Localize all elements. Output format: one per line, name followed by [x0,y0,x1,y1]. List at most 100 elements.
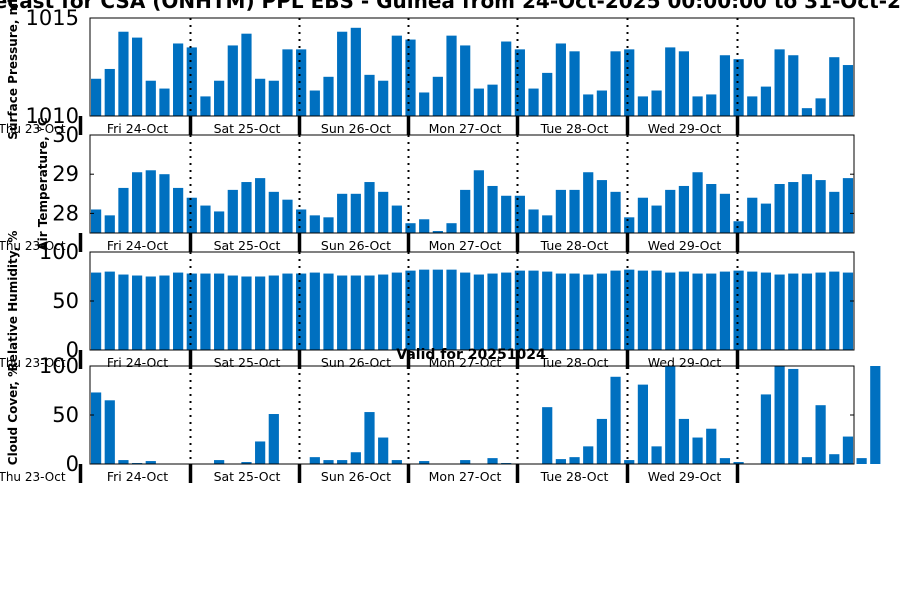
bar-temperature-3 [132,172,143,233]
bar-pressure-34 [555,43,566,117]
bar-temperature-15 [296,209,307,233]
day-label-humidity-2: Sun 26-Oct [321,355,391,370]
bar-pressure-50 [774,49,785,116]
ytick-label-pressure-1: 1015 [26,6,79,30]
bar-humidity-54 [829,271,840,350]
ytick-label-temperature-2: 30 [52,123,79,147]
bar-pressure-7 [186,47,197,116]
bar-cloud-11 [241,462,252,464]
bar-temperature-42 [665,189,676,233]
bar-temperature-16 [309,215,320,233]
bar-humidity-52 [801,273,813,350]
day-label-temperature-1: Sat 25-Oct [214,238,281,253]
bar-pressure-30 [501,41,512,116]
bar-cloud-0 [91,392,102,464]
bar-temperature-36 [583,172,594,233]
bar-temperature-46 [719,193,731,233]
bar-temperature-51 [788,182,799,233]
bar-pressure-51 [788,55,799,116]
bar-humidity-8 [200,273,211,350]
bar-humidity-28 [473,274,484,350]
bar-cloud-20 [364,412,375,464]
bar-temperature-45 [706,184,717,233]
bar-temperature-39 [624,217,635,233]
bar-pressure-21 [378,80,389,116]
bar-humidity-17 [323,273,334,350]
bar-cloud-19 [350,452,361,464]
bar-humidity-21 [378,274,389,350]
bar-temperature-40 [637,197,648,233]
ylabel-humidity: Relative Humidity, % [6,231,20,372]
bar-pressure-19 [350,27,361,116]
bar-temperature-33 [542,215,553,233]
bar-cloud-38 [610,376,621,464]
bar-pressure-5 [159,88,170,116]
bar-temperature-55 [842,178,854,233]
bar-cloud-40 [637,384,648,464]
bar-cloud-34 [555,459,566,464]
bar-pressure-32 [528,88,539,116]
day-label-humidity-1: Sat 25-Oct [214,355,281,370]
bar-cloud-18 [337,460,348,464]
bar-temperature-49 [760,203,772,233]
bar-cloud-1 [104,400,115,464]
bar-cloud-29 [487,458,498,464]
bar-pressure-28 [473,88,484,116]
day-label-temperature-3: Mon 27-Oct [429,238,502,253]
bar-cloud-42 [665,366,676,464]
bar-pressure-10 [227,45,238,116]
bar-humidity-14 [282,273,293,350]
bar-pressure-1 [104,68,115,116]
start-label-humidity: Thu 23-Oct [0,356,66,370]
bar-humidity-37 [596,273,607,350]
bar-cloud-41 [651,446,662,464]
bar-pressure-3 [132,37,143,116]
bar-humidity-7 [186,273,197,350]
bar-temperature-14 [282,199,293,233]
bar-cloud-57 [870,366,881,464]
bar-temperature-13 [268,191,279,233]
bar-pressure-16 [309,90,320,116]
bar-temperature-8 [200,205,211,233]
start-label-cloud: Thu 23-Oct [0,470,66,484]
bar-temperature-11 [241,182,252,233]
bar-humidity-29 [487,273,498,350]
bar-pressure-47 [733,59,744,116]
bar-cloud-24 [419,461,430,464]
day-label-cloud-1: Sat 25-Oct [214,469,281,484]
bar-humidity-42 [665,272,676,350]
bar-pressure-43 [678,51,690,116]
bar-pressure-39 [624,49,635,116]
day-label-pressure-1: Sat 25-Oct [214,121,281,136]
bar-temperature-0 [91,209,102,233]
bar-humidity-40 [637,270,648,350]
bar-cloud-35 [569,457,580,464]
bar-humidity-30 [501,272,512,350]
bar-pressure-8 [200,96,211,116]
bar-pressure-53 [815,98,826,116]
frame-temperature [89,134,855,234]
ytick-label-humidity-1: 50 [52,289,79,313]
bar-humidity-5 [159,275,170,350]
bar-cloud-46 [719,458,731,464]
bar-temperature-20 [364,182,375,233]
day-label-cloud-3: Mon 27-Oct [429,469,502,484]
bar-humidity-1 [104,271,115,350]
bar-temperature-50 [774,184,785,233]
bar-temperature-30 [501,195,512,233]
bar-humidity-53 [815,272,826,350]
day-label-cloud-4: Tue 28-Oct [540,469,609,484]
bar-pressure-20 [364,74,375,116]
bar-pressure-36 [583,94,594,116]
day-label-pressure-3: Mon 27-Oct [429,121,502,136]
bar-humidity-47 [733,270,744,350]
bar-pressure-33 [542,72,553,116]
bar-temperature-32 [528,209,539,233]
bar-temperature-6 [173,187,184,233]
bar-humidity-31 [514,270,525,350]
bar-pressure-0 [91,78,102,116]
bar-humidity-11 [241,276,252,350]
bar-humidity-48 [747,271,758,350]
bar-temperature-1 [104,215,115,233]
